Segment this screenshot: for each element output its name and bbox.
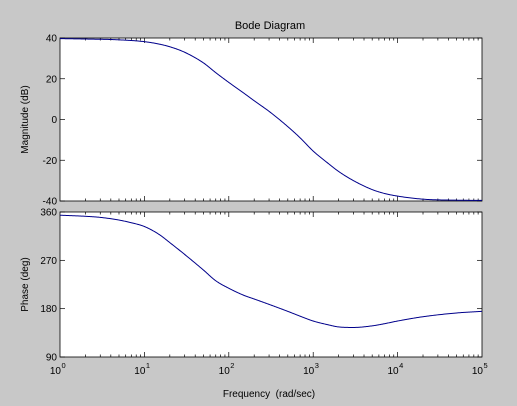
x-tick-exponent: 0 [62,361,66,370]
magnitude-y-tick-label: -40 [43,197,58,208]
chart-title: Bode Diagram [235,20,305,32]
magnitude-y-tick-label: 0 [51,115,57,126]
magnitude-curve [59,38,483,201]
phase-y-ticks: 360 270 180 90 [40,208,482,364]
x-tick-label: 10 [134,366,146,377]
phase-curve [59,214,483,328]
x-axis-label: Frequency (rad/sec) [223,389,315,400]
magnitude-x-ticks [85,38,479,201]
x-tick-label: 10 [387,366,399,377]
phase-panel: 360 270 180 90 Phase (deg) [20,208,483,364]
x-tick-exponent: 4 [399,361,403,370]
x-tick-exponent: 1 [146,361,150,370]
x-tick-label: 10 [303,366,315,377]
x-tick-label: 10 [472,366,484,377]
magnitude-panel: 40 20 0 -20 -40 Magnitude (dB) [20,34,483,208]
phase-y-tick-label: 270 [40,256,57,267]
phase-axes-area [59,211,483,358]
phase-y-tick-label: 180 [40,304,57,315]
x-tick-exponent: 2 [230,361,234,370]
phase-axis-label: Phase (deg) [20,257,31,311]
magnitude-axes-area [59,37,483,202]
phase-y-tick-label: 90 [46,353,58,364]
magnitude-y-tick-label: -20 [43,156,58,167]
magnitude-y-ticks: 40 20 0 -20 -40 [43,34,482,208]
x-tick-label: 10 [219,366,231,377]
phase-x-ticks [85,212,479,357]
x-tick-label: 10 [50,366,62,377]
magnitude-y-tick-label: 40 [46,34,58,45]
magnitude-axis-label: Magnitude (dB) [20,85,31,153]
x-tick-exponent: 3 [315,361,319,370]
x-tick-exponent: 5 [484,361,488,370]
magnitude-y-tick-label: 20 [46,74,58,85]
phase-y-tick-label: 360 [40,208,57,219]
